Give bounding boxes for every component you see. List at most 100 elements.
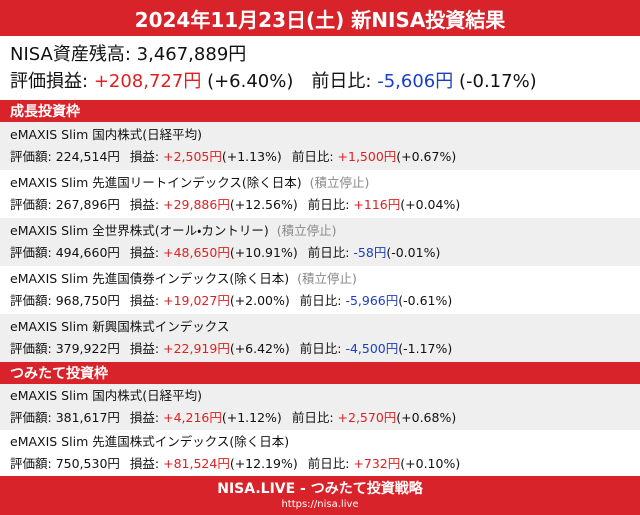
gain-pct: (+1.12%) — [221, 410, 282, 425]
value: 494,660円 — [55, 245, 120, 260]
day: +116円 — [353, 197, 401, 212]
day-pct: (+0.68%) — [396, 410, 457, 425]
section: つみたて投資枠 eMAXIS Slim 国内株式(日経平均) 評価額: 381,61… — [0, 362, 640, 476]
label: 損益: — [129, 341, 160, 356]
fund-detail-line: 評価額: 381,617円 損益: +4,216円(+1.12%) 前日比: +2,… — [10, 407, 640, 429]
fund-detail-line: 評価額: 750,530円 損益: +81,524円(+12.19%) 前日比: +… — [10, 453, 640, 475]
label: 評価額: — [10, 197, 52, 212]
gain-pct: (+12.56%) — [229, 197, 298, 212]
value: 968,750円 — [55, 293, 120, 308]
label: 損益: — [129, 197, 160, 212]
fund-name-line: eMAXIS Slim 先進国リートインデックス(除く日本) (積立停止) — [10, 172, 640, 194]
fund-detail-line: 評価額: 267,896円 損益: +29,886円(+12.56%) 前日比: +… — [10, 194, 640, 216]
label: 評価額: — [10, 410, 52, 425]
label: 損益: — [129, 293, 160, 308]
day: -5,606円 — [377, 71, 454, 92]
label: 評価損益: — [10, 71, 89, 92]
fund-name-line: eMAXIS Slim 先進国債券インデックス(除く日本) (積立停止) — [10, 268, 640, 290]
section: 成長投資枠 eMAXIS Slim 国内株式(日経平均) 評価額: 224,514円… — [0, 100, 640, 362]
gain-pct: (+12.19%) — [229, 456, 298, 471]
fund-status: (積立停止) — [297, 271, 357, 286]
section-title: つみたて投資枠 — [0, 362, 640, 384]
value: 267,896円 — [55, 197, 120, 212]
label: 前日比: — [291, 410, 334, 425]
footer: NISA.LIVE - つみたて投資戦略 https://nisa.live — [0, 476, 640, 515]
fund-row: eMAXIS Slim 先進国債券インデックス(除く日本) (積立停止) 評価額: … — [0, 266, 640, 314]
label: 損益: — [129, 149, 160, 164]
day: +732円 — [353, 456, 401, 471]
fund-name: eMAXIS Slim 全世界株式(オール・カントリー) — [10, 223, 269, 238]
label: 前日比: — [299, 341, 342, 356]
day: +1,500円 — [337, 149, 397, 164]
url: https://nisa.live — [281, 499, 359, 510]
fund-name: eMAXIS Slim 国内株式(日経平均) — [10, 388, 202, 403]
label: 前日比: — [307, 197, 350, 212]
value: 381,617円 — [55, 410, 120, 425]
day: -58円 — [353, 245, 387, 260]
day-pct: (-0.01%) — [386, 245, 441, 260]
section-title: 成長投資枠 — [0, 100, 640, 122]
fund-row: eMAXIS Slim 新興国株式インデックス評価額: 379,922円 損益: … — [0, 314, 640, 362]
day: -5,966円 — [345, 293, 399, 308]
fund-name: eMAXIS Slim 先進国リートインデックス(除く日本) — [10, 175, 302, 190]
summary: NISA資産残高: 3,467,889円 評価損益: +208,727円 (+6… — [0, 36, 640, 100]
fund-name-line: eMAXIS Slim 国内株式(日経平均) — [10, 385, 640, 407]
fund-name-line: eMAXIS Slim 全世界株式(オール・カントリー) (積立停止) — [10, 220, 640, 242]
sections: 成長投資枠 eMAXIS Slim 国内株式(日経平均) 評価額: 224,514円… — [0, 100, 640, 476]
fund-detail-line: 評価額: 379,922円 損益: +22,919円(+6.42%) 前日比: -4… — [10, 338, 640, 360]
value: 750,530円 — [55, 456, 120, 471]
gain: +48,650円 — [163, 245, 230, 260]
gain-pct: (+6.42%) — [229, 341, 290, 356]
gain-pct: (+10.91%) — [229, 245, 298, 260]
label: 評価額: — [10, 245, 52, 260]
fund-name: eMAXIS Slim 先進国債券インデックス(除く日本) — [10, 271, 290, 286]
fund-row: eMAXIS Slim 全世界株式(オール・カントリー) (積立停止) 評価額: 4… — [0, 218, 640, 266]
gain: +22,919円 — [163, 341, 230, 356]
gain: +208,727円 — [93, 71, 202, 92]
fund-row: eMAXIS Slim 先進国株式インデックス(除く日本) 評価額: 750,53… — [0, 430, 640, 476]
fund-name: eMAXIS Slim 国内株式(日経平均) — [10, 127, 202, 142]
gain: +2,505円 — [163, 149, 222, 164]
balance-line: NISA資産残高: 3,467,889円 — [10, 41, 640, 68]
gain: +81,524円 — [163, 456, 230, 471]
label: NISA資産残高: — [10, 44, 131, 65]
fund-detail-line: 評価額: 968,750円 損益: +19,027円(+2.00%) 前日比: -5… — [10, 290, 640, 312]
fund-row: eMAXIS Slim 先進国リートインデックス(除く日本) (積立停止) 評価額:… — [0, 170, 640, 218]
gain-pct: (+6.40%) — [207, 71, 294, 92]
label: 評価額: — [10, 149, 52, 164]
gain: +19,027円 — [163, 293, 230, 308]
label: 損益: — [129, 245, 160, 260]
day-pct: (+0.10%) — [400, 456, 461, 471]
gain: +29,886円 — [163, 197, 230, 212]
fund-name: eMAXIS Slim 新興国株式インデックス — [10, 319, 230, 334]
value: 379,922円 — [55, 341, 120, 356]
brand: NISA.LIVE - つみたて投資戦略 — [217, 481, 423, 497]
fund-name-line: eMAXIS Slim 国内株式(日経平均) — [10, 124, 640, 146]
label: 評価額: — [10, 341, 52, 356]
fund-row: eMAXIS Slim 国内株式(日経平均) 評価額: 224,514円 損益: +… — [0, 122, 640, 170]
fund-name-line: eMAXIS Slim 先進国株式インデックス(除く日本) — [10, 431, 640, 453]
fund-status: (積立停止) — [309, 175, 370, 190]
day-pct: (+0.04%) — [400, 197, 461, 212]
value: 224,514円 — [55, 149, 120, 164]
gain-pct: (+1.13%) — [221, 149, 282, 164]
fund-row: eMAXIS Slim 国内株式(日経平均) 評価額: 381,617円 損益: +… — [0, 384, 640, 430]
fund-name: eMAXIS Slim 先進国株式インデックス(除く日本) — [10, 434, 290, 449]
label: 評価額: — [10, 293, 52, 308]
gain-pct: (+2.00%) — [229, 293, 290, 308]
day: -4,500円 — [345, 341, 399, 356]
gain-line: 評価損益: +208,727円 (+6.40%) 前日比: -5,606円 (-0… — [10, 68, 640, 95]
title: 2024年11月23日(土) 新NISA投資結果 — [0, 0, 640, 36]
day-pct: (-0.61%) — [398, 293, 453, 308]
fund-name-line: eMAXIS Slim 新興国株式インデックス — [10, 316, 640, 338]
label: 前日比: — [311, 71, 372, 92]
day: +2,570円 — [337, 410, 397, 425]
label: 前日比: — [307, 245, 350, 260]
label: 前日比: — [291, 149, 334, 164]
fund-status: (積立停止) — [276, 223, 337, 238]
label: 損益: — [129, 410, 160, 425]
gain: +4,216円 — [163, 410, 222, 425]
day-pct: (+0.67%) — [396, 149, 457, 164]
fund-detail-line: 評価額: 494,660円 損益: +48,650円(+10.91%) 前日比: -… — [10, 242, 640, 264]
